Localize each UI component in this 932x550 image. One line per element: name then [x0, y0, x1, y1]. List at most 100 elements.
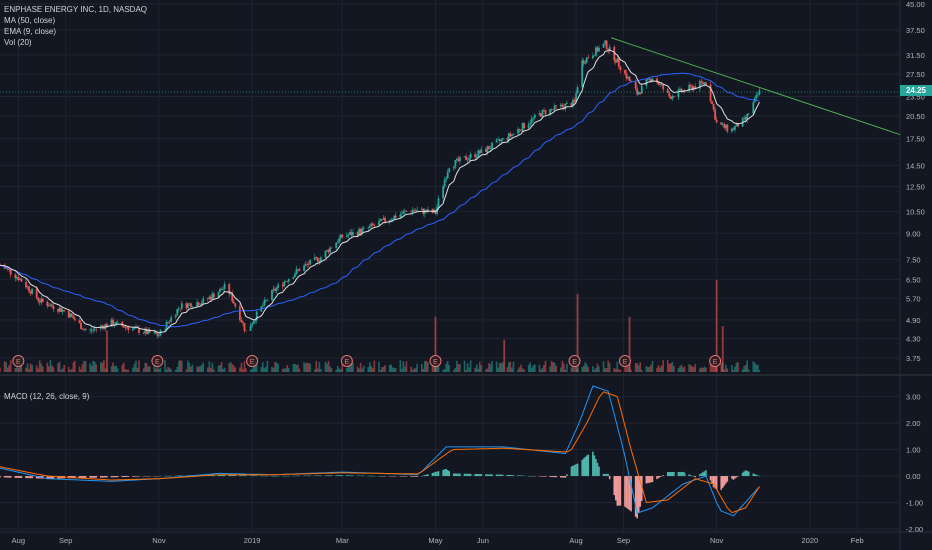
candle-body [562, 106, 565, 109]
volume-bar [5, 362, 7, 372]
volume-bar [500, 363, 502, 372]
volume-bar [190, 366, 192, 372]
candle-body [122, 325, 125, 328]
ema-legend[interactable]: EMA (9, close) [4, 27, 57, 36]
volume-bar [275, 362, 278, 372]
macd-histogram-bar [637, 476, 640, 513]
candle-body [167, 321, 169, 323]
candle-body [362, 227, 365, 229]
candle-body [318, 260, 321, 262]
volume-bar [72, 362, 75, 372]
candle-body [252, 321, 255, 324]
macd-histogram-bar [711, 476, 713, 484]
macd-histogram-bar [694, 476, 697, 478]
volume-bar [437, 362, 440, 372]
candle-body [283, 281, 286, 287]
volume-bar [359, 362, 362, 372]
price-tick-label: 31.50 [906, 51, 925, 60]
candle-body [350, 232, 353, 236]
macd-histogram-bar [743, 471, 745, 477]
macd-histogram-bar [666, 472, 669, 477]
volume-bar [410, 366, 412, 372]
volume-bar [48, 366, 50, 372]
macd-histogram-bar [243, 475, 246, 477]
macd-histogram-bar [136, 476, 139, 477]
volume-bar [262, 362, 264, 372]
candle-body [254, 320, 257, 322]
time-tick-label: Sep [617, 536, 630, 545]
volume-bar [274, 361, 276, 372]
volume-bar [349, 362, 351, 372]
volume-bar [116, 368, 119, 372]
candle-body [627, 76, 629, 79]
volume-bar [148, 366, 151, 372]
macd-histogram-bar [709, 476, 712, 481]
macd-histogram-bar [582, 458, 585, 477]
macd-histogram-bar [410, 476, 412, 477]
candle-body [691, 85, 694, 90]
macd-histogram-bar [469, 473, 472, 477]
macd-histogram-bar [613, 476, 616, 496]
volume-bar [587, 367, 590, 372]
candle-body [404, 211, 406, 212]
macd-histogram-bar [689, 475, 692, 477]
macd-histogram-bar [688, 474, 690, 477]
volume-bar [413, 368, 415, 372]
volume-bar [758, 369, 761, 372]
candle-body [640, 85, 643, 94]
candle-body [660, 84, 663, 86]
volume-bar [14, 368, 17, 372]
candle-body [47, 305, 50, 307]
volume-bar [121, 364, 124, 372]
volume-bar [188, 362, 191, 372]
macd-histogram-bar [581, 459, 583, 477]
candle-body [662, 85, 665, 90]
macd-histogram-bar [619, 476, 622, 506]
volume-spike [503, 339, 506, 372]
macd-legend[interactable]: MACD (12, 26, close, 9) [4, 391, 89, 402]
volume-bar [465, 369, 467, 372]
candle-body [147, 329, 150, 334]
volume-bar [153, 364, 156, 372]
symbol-title[interactable]: ENPHASE ENERGY INC, 1D, NASDAQ [4, 5, 147, 14]
volume-bar [336, 365, 339, 372]
volume-bar [29, 363, 32, 372]
macd-histogram-bar [405, 476, 408, 477]
candle-body [92, 329, 95, 331]
candle-body [721, 124, 724, 125]
volume-bar [19, 362, 21, 372]
macd-histogram-bar [349, 475, 351, 477]
candle-body [585, 57, 588, 63]
price-tick-label: 27.50 [906, 70, 925, 79]
macd-histogram-bar [352, 475, 354, 477]
volume-bar [228, 363, 231, 372]
volume-bar [133, 363, 136, 372]
volume-bar [249, 369, 252, 372]
volume-bar [453, 369, 455, 372]
candlestick-series [0, 39, 761, 339]
volume-bar [346, 368, 348, 372]
price-tick-label: 37.50 [906, 26, 925, 35]
volume-bar [552, 362, 554, 372]
macd-histogram-bar [104, 476, 107, 478]
candle-body [345, 235, 348, 238]
macd-histogram-bar [453, 473, 455, 477]
candle-body [180, 303, 183, 309]
macd-histogram-bar [46, 476, 49, 479]
volume-spike [106, 330, 108, 372]
candle-body [382, 217, 385, 220]
volume-bar [83, 360, 85, 372]
volume-bar [702, 368, 704, 372]
candle-body [595, 47, 597, 56]
volume-bar [559, 367, 562, 372]
candle-body [616, 58, 619, 63]
candle-body [174, 315, 177, 318]
candle-body [116, 321, 119, 323]
macd-histogram-bar [598, 466, 600, 477]
price-tick-label: 9.00 [906, 229, 921, 238]
vol-legend[interactable]: Vol (20) [4, 38, 32, 47]
candle-body [624, 69, 626, 74]
ma-legend[interactable]: MA (50, close) [4, 16, 56, 25]
volume-bar [584, 362, 587, 372]
